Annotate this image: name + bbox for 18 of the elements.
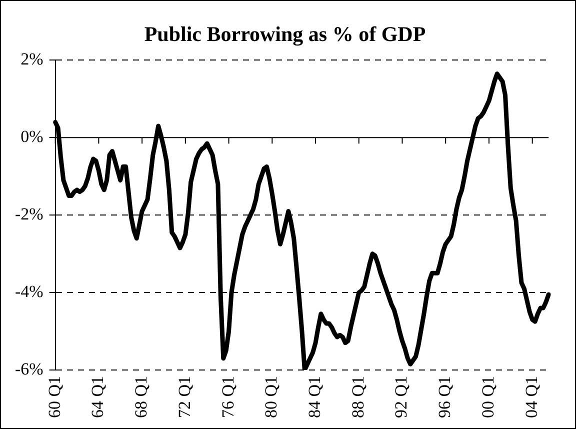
x-tick-label: 68 Q1 [132, 376, 151, 418]
chart-title: Public Borrowing as % of GDP [144, 22, 426, 46]
x-tick-label: 60 Q1 [44, 376, 64, 418]
y-tick-label: -2% [14, 204, 44, 224]
y-tick-label: -6% [14, 359, 44, 378]
x-tick-label: 84 Q1 [304, 376, 324, 418]
y-tick-label: 2% [20, 50, 44, 69]
y-tick-label: 0% [20, 127, 44, 146]
x-tick-label: 04 Q1 [522, 376, 541, 418]
x-tick-label: 92 Q1 [392, 376, 411, 418]
y-tick-label: -4% [14, 282, 44, 301]
x-tick-label: 88 Q1 [348, 376, 368, 418]
x-tick-label: 00 Q1 [478, 376, 498, 418]
x-tick-label: 96 Q1 [435, 376, 454, 418]
x-tick-label: 64 Q1 [88, 376, 108, 418]
x-tick-label: 72 Q1 [174, 376, 194, 418]
x-tick-label: 76 Q1 [218, 376, 238, 418]
x-tick-label: 80 Q1 [262, 376, 281, 418]
